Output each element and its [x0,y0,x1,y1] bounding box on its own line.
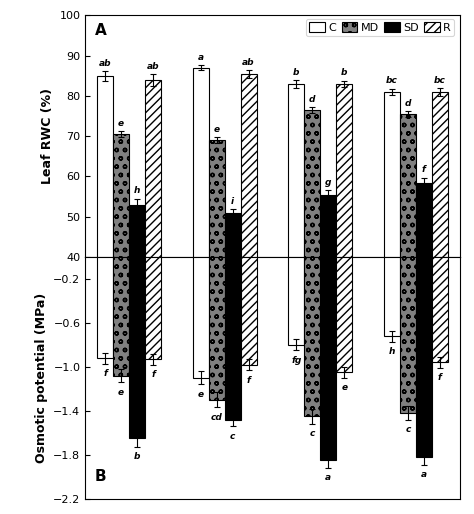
Bar [145,80,161,257]
Text: f: f [103,369,107,378]
Text: h: h [389,347,395,356]
Bar [289,84,304,257]
Bar [209,140,225,257]
Bar [241,74,256,257]
Text: b: b [134,452,140,462]
Text: f: f [151,370,155,379]
Text: d: d [309,95,316,104]
Text: f: f [422,166,426,174]
Text: ab: ab [99,59,111,68]
Y-axis label: Leaf RWC (%): Leaf RWC (%) [41,88,54,184]
Text: a: a [198,53,204,62]
Text: i: i [231,197,234,206]
Text: a: a [325,473,331,482]
Bar [97,257,113,358]
Text: ab: ab [242,58,255,66]
Bar [304,257,320,416]
Bar [129,257,145,438]
Bar [320,257,336,460]
Bar [193,68,209,257]
Text: e: e [214,125,220,134]
Text: ab: ab [147,62,159,70]
Bar [400,257,416,413]
Text: g: g [325,177,332,187]
Y-axis label: Osmotic potential (MPa): Osmotic potential (MPa) [35,292,48,463]
Bar [209,257,225,400]
Text: f: f [246,376,251,384]
Bar [289,257,304,345]
Text: Ml-376: Ml-376 [105,261,153,274]
Text: B: B [95,469,106,484]
Bar [432,92,448,257]
Bar [113,257,129,376]
Bar [400,114,416,257]
Bar [193,257,209,378]
Text: Ml-204: Ml-204 [296,261,344,274]
Text: bc: bc [434,76,446,85]
Text: fg: fg [291,356,301,365]
Bar [416,257,432,457]
Text: a: a [421,470,427,479]
Text: Ml-306: Ml-306 [201,261,248,274]
Text: e: e [118,119,124,128]
Bar [225,213,241,257]
Bar [432,257,448,362]
Text: bc: bc [386,77,398,85]
Bar [336,257,352,372]
Bar [113,134,129,257]
Text: b: b [293,68,300,77]
Text: e: e [118,388,124,397]
Bar [336,84,352,257]
Bar [416,182,432,257]
Text: b: b [341,68,347,78]
Text: Ml-90: Ml-90 [396,261,436,274]
Text: c: c [230,432,236,440]
Text: e: e [198,390,204,399]
Text: cd: cd [211,413,223,422]
Text: h: h [134,187,140,195]
Text: c: c [405,425,410,434]
Bar [129,205,145,257]
Text: e: e [341,383,347,392]
Bar [384,257,400,336]
Bar [225,257,241,419]
Text: d: d [405,99,411,107]
Bar [97,76,113,257]
Bar [384,92,400,257]
Text: f: f [438,373,442,382]
Bar [241,257,256,364]
Bar [304,110,320,257]
Bar [320,195,336,257]
Legend: C, MD, SD, R: C, MD, SD, R [306,19,454,36]
Text: c: c [310,429,315,438]
Text: A: A [95,23,107,38]
Bar [145,257,161,359]
